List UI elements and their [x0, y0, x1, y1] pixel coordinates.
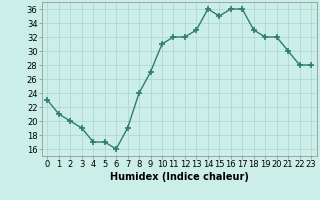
X-axis label: Humidex (Indice chaleur): Humidex (Indice chaleur) [110, 172, 249, 182]
